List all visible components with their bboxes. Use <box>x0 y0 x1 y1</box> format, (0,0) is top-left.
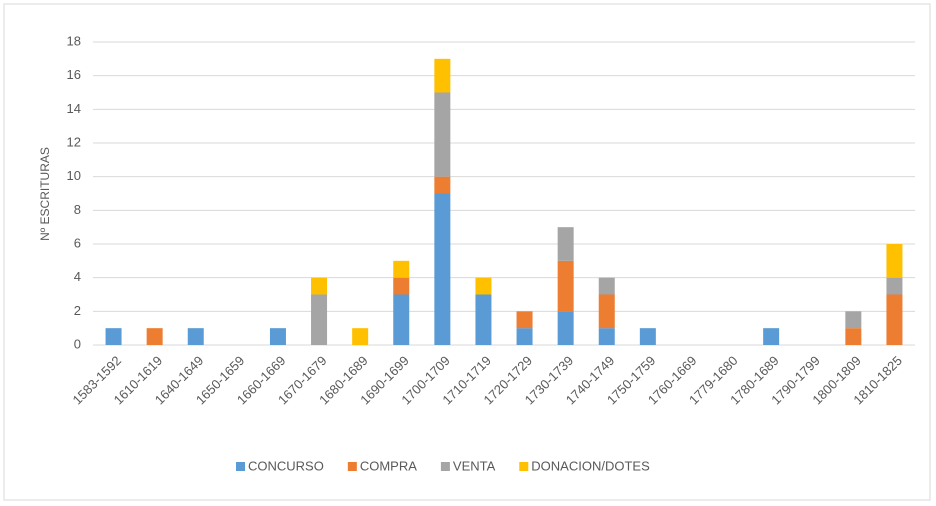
legend-swatch <box>440 462 450 471</box>
bar-segment <box>105 328 122 345</box>
bar-segment <box>475 277 492 295</box>
legend-label: CONCURSO <box>248 458 324 473</box>
bar-segment <box>269 328 286 345</box>
bar-segment <box>557 260 574 312</box>
y-tick-label: 10 <box>67 168 81 183</box>
y-tick-label: 14 <box>67 101 81 116</box>
y-axis-label: Nº ESCRITURAS <box>38 147 52 241</box>
bar-segment <box>393 260 410 278</box>
bar-segment <box>886 244 903 278</box>
bar-segment <box>352 328 369 345</box>
y-tick-label: 8 <box>74 202 81 217</box>
bar-segment <box>434 92 451 177</box>
y-tick-label: 4 <box>74 269 81 284</box>
bar-segment <box>434 176 451 194</box>
bar-segment <box>146 328 163 345</box>
bar-segment <box>516 328 533 345</box>
y-tick-label: 2 <box>74 303 81 318</box>
bar-segment <box>845 328 862 345</box>
legend-swatch <box>236 462 245 471</box>
bar-segment <box>845 311 862 329</box>
bar-segment <box>187 328 204 345</box>
bar-segment <box>311 277 328 295</box>
bar-segment <box>557 311 574 345</box>
y-tick-label: 18 <box>67 33 81 48</box>
y-tick-label: 16 <box>67 67 81 82</box>
bar-segment <box>598 294 615 329</box>
legend-label: COMPRA <box>360 458 417 473</box>
bar-segment <box>557 227 574 261</box>
bar-segment <box>434 193 451 345</box>
bar-segment <box>516 311 533 329</box>
bar-segment <box>393 294 410 345</box>
legend-swatch <box>519 462 529 471</box>
bar-segment <box>434 58 451 93</box>
bar-segment <box>311 294 328 345</box>
bar-segment <box>475 294 492 345</box>
legend-label: VENTA <box>453 458 496 473</box>
y-tick-label: 12 <box>67 134 81 149</box>
bar-segment <box>639 328 656 345</box>
bar-segment <box>886 277 903 295</box>
y-tick-label: 6 <box>74 235 81 250</box>
legend-label: DONACION/DOTES <box>531 458 650 473</box>
legend-swatch <box>347 462 357 471</box>
bar-segment <box>598 277 615 295</box>
y-tick-label: 0 <box>74 336 81 351</box>
bar-segment <box>393 277 410 295</box>
bar-segment <box>763 328 780 345</box>
bar-segment <box>886 294 903 345</box>
bar-segment <box>598 328 615 345</box>
chart-frame <box>3 3 931 501</box>
